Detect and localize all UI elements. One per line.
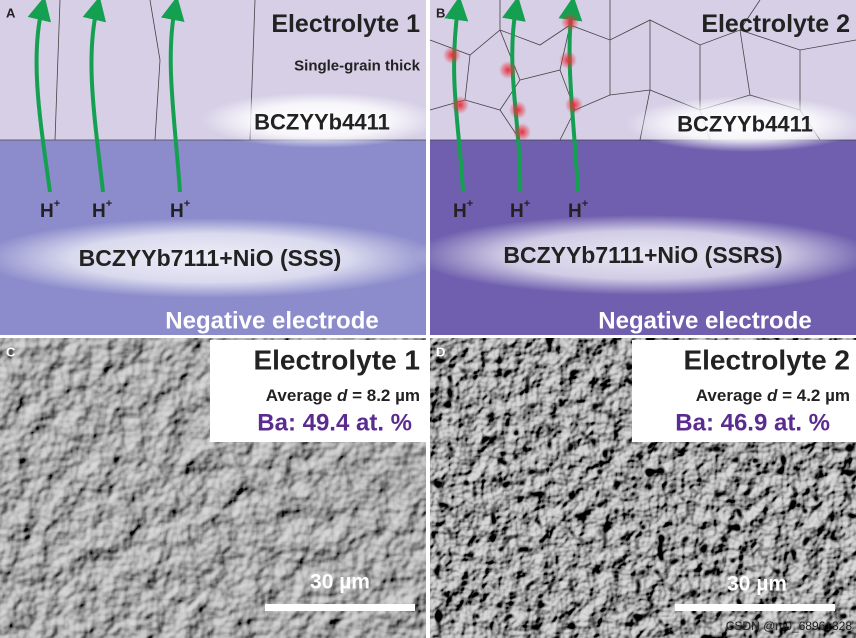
layer-label: BCZYYb7111+NiO (SSRS)	[503, 242, 782, 268]
grain-boundary-resistance	[443, 13, 583, 141]
panel-b: B Electrolyte 2 BCZYYb4411 H+ H+ H+ BCZY…	[413, 0, 856, 335]
proton-label: H+	[40, 198, 60, 222]
glow	[413, 215, 856, 295]
label-box	[210, 340, 426, 442]
glow	[200, 92, 440, 148]
panel-c: C Electrolyte 1 Average d = 8.2 µm Ba: 4…	[0, 338, 426, 638]
scale-bar	[265, 604, 415, 611]
grain-size: Average d = 4.2 µm	[696, 386, 850, 405]
proton-arrow	[82, 0, 107, 193]
layer-label: BCZYYb4411	[254, 110, 390, 135]
panel-title: Electrolyte 1	[271, 10, 420, 38]
panel-title: Electrolyte 2	[683, 345, 850, 376]
grain-size: Average d = 8.2 µm	[266, 386, 420, 405]
panel-d: D Electrolyte 2 Average d = 4.2 µm Ba: 4…	[430, 338, 856, 638]
panel-letter: C	[6, 345, 16, 360]
electrode-label: Negative electrode	[598, 308, 811, 335]
proton-label: H+	[510, 198, 530, 222]
panel-letter: B	[436, 6, 445, 21]
scale-bar	[675, 604, 835, 611]
glow	[625, 96, 856, 152]
proton-arrow	[502, 0, 526, 193]
layer-label: BCZYYb7111+NiO (SSS)	[79, 245, 342, 271]
note: Single-grain thick	[294, 58, 421, 75]
label-box	[632, 340, 856, 442]
proton-label: H+	[568, 198, 588, 222]
proton-label: H+	[453, 198, 473, 222]
watermark: CSDN @m0_68961328	[726, 619, 853, 633]
scale-label: 30 µm	[727, 573, 787, 596]
panel-a: A Electrolyte 1 Single-grain thick BCZYY…	[0, 0, 440, 335]
scale-label: 30 µm	[310, 571, 370, 594]
ba-content: Ba: 49.4 at. %	[257, 410, 412, 437]
proton-label: H+	[92, 198, 112, 222]
panel-title: Electrolyte 2	[701, 10, 850, 38]
glow	[0, 218, 440, 298]
grain-boundaries	[0, 0, 426, 141]
ba-content: Ba: 46.9 at. %	[675, 410, 830, 437]
proton-arrow	[160, 0, 185, 193]
panel-letter: A	[6, 6, 16, 21]
electrode-label: Negative electrode	[165, 308, 378, 335]
panel-title: Electrolyte 1	[253, 345, 420, 376]
panel-letter: D	[436, 345, 445, 360]
layer-label: BCZYYb4411	[677, 112, 813, 137]
proton-label: H+	[170, 198, 190, 222]
proton-arrow	[27, 0, 52, 193]
